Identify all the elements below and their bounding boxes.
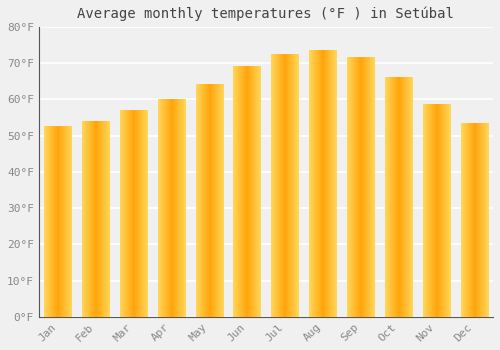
Title: Average monthly temperatures (°F ) in Setúbal: Average monthly temperatures (°F ) in Se… [78, 7, 454, 21]
